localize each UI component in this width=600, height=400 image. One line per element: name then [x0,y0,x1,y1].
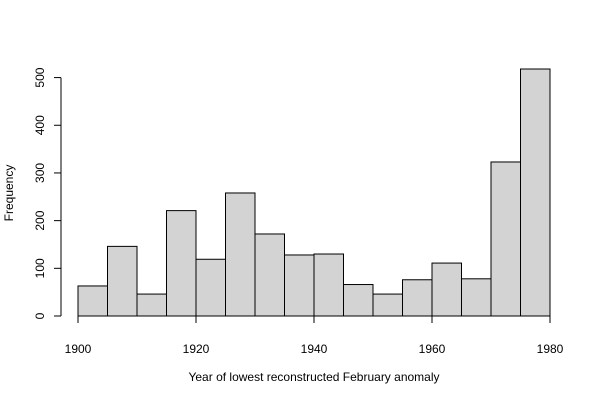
y-tick-label: 100 [33,258,47,278]
y-axis: 0 100 200 300 400 500 [33,67,62,319]
y-tick-label: 400 [33,115,47,135]
x-tick-label: 1960 [419,342,446,356]
histogram-bar [284,254,315,317]
histogram-bar [107,245,138,317]
y-tick-label: 200 [33,210,47,230]
histogram-bar [520,68,551,317]
y-axis-title: Frequency [2,165,16,222]
histogram-bar [225,192,256,317]
histogram-bar [195,258,226,317]
x-axis: 1900 1920 1940 1960 1980 [65,315,564,356]
histogram-bar [77,285,108,317]
histogram-bar [431,262,462,317]
x-tick-label: 1940 [301,342,328,356]
histogram-bar [136,293,167,317]
histogram-bar [313,253,344,317]
histogram-bars [77,68,551,317]
x-tick-label: 1980 [537,342,564,356]
y-tick-label: 300 [33,163,47,183]
histogram-bar [343,284,374,317]
histogram-bar [402,279,433,317]
x-tick-label: 1920 [183,342,210,356]
y-tick-label: 500 [33,67,47,87]
histogram-bar [461,278,492,317]
histogram-bar [490,161,521,317]
histogram-bar [166,210,197,317]
histogram-bar [254,233,285,317]
histogram-bar [372,293,403,317]
x-tick-label: 1900 [65,342,92,356]
y-tick-label: 0 [33,312,47,319]
x-axis-title: Year of lowest reconstructed February an… [188,370,439,384]
